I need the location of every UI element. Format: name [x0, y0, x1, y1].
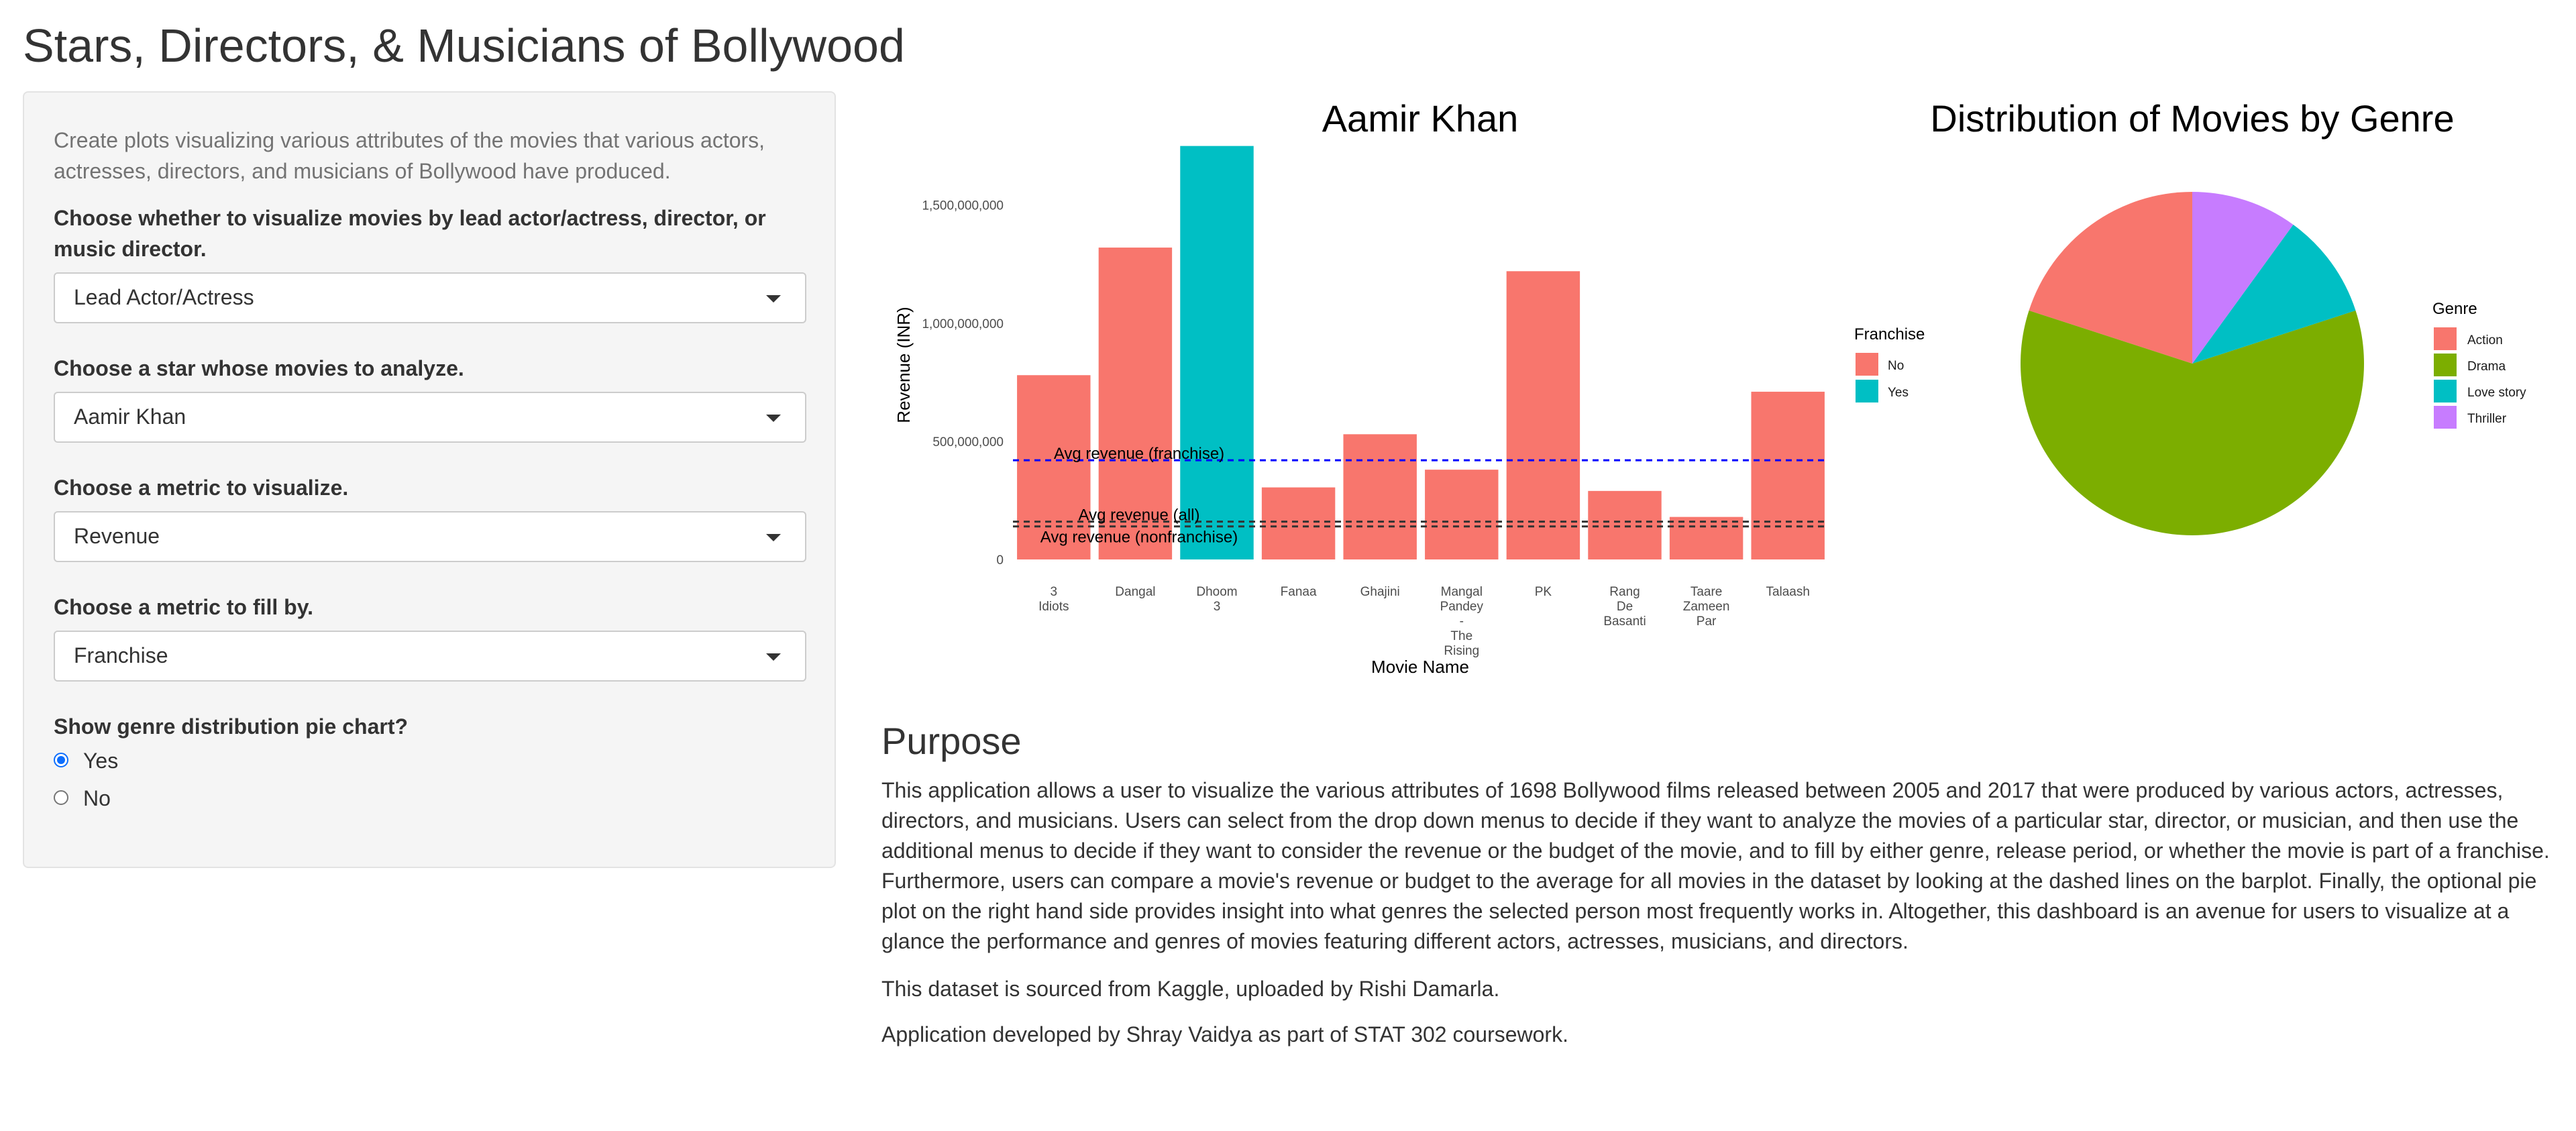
- bar: [1669, 517, 1743, 559]
- legend-swatch: [2434, 354, 2457, 376]
- dataset-source-paragraph: This dataset is sourced from Kaggle, upl…: [881, 977, 1500, 1001]
- genre-legend: Genre Action Drama Love story Thriller: [2432, 300, 2526, 429]
- franchise-legend: Franchise No Yes: [1854, 325, 1925, 402]
- metric-select-label: Choose a metric to visualize.: [54, 476, 349, 500]
- radio-no-label: No: [83, 786, 111, 810]
- reference-line-label: Avg revenue (franchise): [1054, 445, 1224, 463]
- metric-select[interactable]: Revenue: [54, 511, 806, 562]
- x-tick-label: Dangal: [1115, 585, 1155, 599]
- legend-label: Love story: [2467, 386, 2526, 400]
- bar: [1751, 391, 1825, 559]
- legend-label-yes: Yes: [1888, 386, 1909, 400]
- bar: [1261, 487, 1336, 559]
- purpose-heading: Purpose: [881, 720, 1022, 762]
- legend-swatch-yes: [1856, 380, 1878, 402]
- pie-slice: [2029, 192, 2192, 364]
- bar: [1425, 470, 1499, 559]
- bar: [1506, 271, 1580, 559]
- revenue-bar-chart: Aamir Khan Revenue (INR) 0 500,000,000 1,0…: [894, 97, 1925, 677]
- fill-select-label: Choose a metric to fill by.: [54, 595, 314, 619]
- star-select[interactable]: Aamir Khan: [54, 392, 806, 443]
- bar: [1098, 248, 1173, 559]
- legend-label: Action: [2467, 333, 2503, 347]
- x-tick-label: Taare Zameen Par: [1683, 585, 1730, 629]
- radio-yes-button[interactable]: [54, 753, 68, 767]
- reference-line-label: Avg revenue (all): [1079, 506, 1200, 525]
- chevron-down-icon: [766, 295, 781, 303]
- x-tick-label: Fanaa: [1281, 585, 1317, 599]
- fill-select[interactable]: Franchise: [54, 631, 806, 682]
- sidebar-intro: Create plots visualizing various attribu…: [54, 128, 765, 183]
- x-tick-label: Mangal Pandey -The Rising: [1440, 585, 1484, 658]
- y-tick-label: 1,000,000,000: [922, 317, 1004, 331]
- pie-toggle-yes[interactable]: Yes: [54, 749, 322, 775]
- bar: [1017, 375, 1091, 559]
- legend-swatch: [2434, 406, 2457, 429]
- x-tick-label: Dhoom 3: [1196, 585, 1237, 614]
- view-type-value: Lead Actor/Actress: [74, 285, 254, 309]
- chevron-down-icon: [766, 415, 781, 422]
- y-tick-label: 1,500,000,000: [922, 199, 1004, 213]
- bar: [1588, 490, 1662, 559]
- sidebar-panel: Create plots visualizing various attribu…: [23, 91, 836, 868]
- y-tick-label: 0: [996, 553, 1004, 568]
- star-select-label: Choose a star whose movies to analyze.: [54, 356, 464, 380]
- pie-slice: [2192, 192, 2294, 364]
- genre-legend-title: Genre: [2432, 300, 2477, 318]
- legend-label-no: No: [1888, 359, 1904, 373]
- pie-toggle-no[interactable]: No: [54, 786, 322, 813]
- bar-chart-x-axis-label: Movie Name: [1371, 657, 1469, 677]
- x-tick-label: PK: [1535, 585, 1552, 599]
- star-select-value: Aamir Khan: [74, 405, 186, 429]
- chevron-down-icon: [766, 534, 781, 541]
- metric-select-value: Revenue: [74, 524, 160, 548]
- pie-slice: [2020, 310, 2365, 536]
- radio-no-button[interactable]: [54, 790, 68, 805]
- bar: [1180, 146, 1254, 560]
- y-tick-label: 500,000,000: [932, 435, 1004, 449]
- view-type-select[interactable]: Lead Actor/Actress: [54, 272, 806, 323]
- genre-pie-chart: Distribution of Movies by Genre Genre Ac…: [1930, 97, 2526, 536]
- bar-chart-title: Aamir Khan: [1322, 97, 1519, 140]
- legend-swatch: [2434, 327, 2457, 350]
- x-tick-label: Rang De Basanti: [1603, 585, 1646, 629]
- view-type-label: Choose whether to visualize movies by le…: [54, 206, 766, 261]
- franchise-legend-title: Franchise: [1854, 325, 1925, 343]
- legend-swatch: [2434, 380, 2457, 402]
- x-tick-label: Talaash: [1766, 585, 1810, 599]
- page-title: Stars, Directors, & Musicians of Bollywo…: [23, 19, 905, 72]
- bar: [1343, 434, 1417, 559]
- fill-select-value: Franchise: [74, 643, 168, 667]
- purpose-paragraph: This application allows a user to visual…: [881, 778, 2550, 953]
- legend-label: Drama: [2467, 360, 2506, 374]
- credits-paragraph: Application developed by Shray Vaidya as…: [881, 1022, 1568, 1046]
- legend-swatch-no: [1856, 353, 1878, 376]
- radio-yes-label: Yes: [83, 749, 119, 773]
- bar-chart-y-axis-label: Revenue (INR): [894, 307, 914, 423]
- charts-area: Aamir Khan Revenue (INR) 0 500,000,000 1,0…: [894, 97, 2526, 677]
- legend-label: Thriller: [2467, 412, 2507, 426]
- pie-chart-title: Distribution of Movies by Genre: [1930, 97, 2454, 140]
- pie-toggle-label: Show genre distribution pie chart?: [54, 714, 409, 739]
- pie-slice: [2192, 224, 2356, 364]
- x-tick-label: Ghajini: [1360, 585, 1400, 599]
- reference-line-label: Avg revenue (nonfranchise): [1040, 529, 1238, 547]
- chevron-down-icon: [766, 653, 781, 661]
- x-tick-label: 3 Idiots: [1038, 585, 1069, 614]
